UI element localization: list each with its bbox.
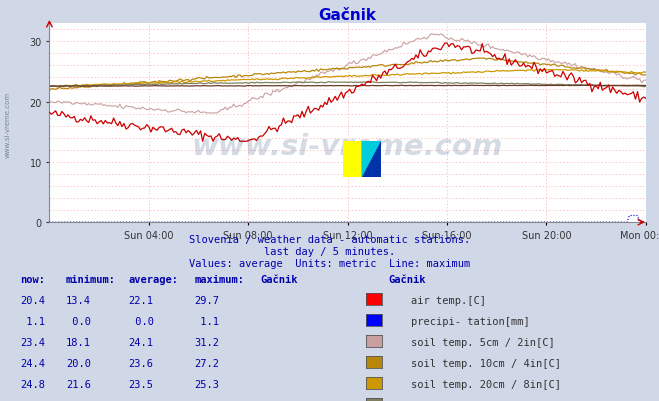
Text: 29.7: 29.7: [194, 296, 219, 306]
Text: soil temp. 5cm / 2in[C]: soil temp. 5cm / 2in[C]: [411, 337, 554, 347]
Text: 23.4: 23.4: [20, 337, 45, 347]
Text: 23.9: 23.9: [194, 400, 219, 401]
Text: soil temp. 20cm / 8in[C]: soil temp. 20cm / 8in[C]: [411, 379, 561, 389]
Text: average:: average:: [129, 275, 179, 285]
Text: 18.1: 18.1: [66, 337, 91, 347]
Text: 1.1: 1.1: [194, 316, 219, 326]
Title: Gačnik: Gačnik: [318, 8, 377, 23]
Text: 21.6: 21.6: [66, 379, 91, 389]
Text: now:: now:: [20, 275, 45, 285]
Text: 0.0: 0.0: [66, 316, 91, 326]
Text: 23.6: 23.6: [129, 358, 154, 368]
Text: 22.1: 22.1: [66, 400, 91, 401]
Text: air temp.[C]: air temp.[C]: [411, 296, 486, 306]
Text: 20.0: 20.0: [66, 358, 91, 368]
Text: 0.0: 0.0: [129, 316, 154, 326]
Text: 20.4: 20.4: [20, 296, 45, 306]
Text: Slovenia / weather data - automatic stations.: Slovenia / weather data - automatic stat…: [189, 235, 470, 245]
Text: 1.1: 1.1: [20, 316, 45, 326]
Text: minimum:: minimum:: [66, 275, 116, 285]
Text: www.si-vreme.com: www.si-vreme.com: [5, 91, 11, 157]
Text: 24.8: 24.8: [20, 379, 45, 389]
Text: 23.8: 23.8: [20, 400, 45, 401]
Text: 31.2: 31.2: [194, 337, 219, 347]
Text: Values: average  Units: metric  Line: maximum: Values: average Units: metric Line: maxi…: [189, 259, 470, 269]
Text: 22.1: 22.1: [129, 296, 154, 306]
Text: Gačnik: Gačnik: [260, 275, 298, 285]
Polygon shape: [362, 142, 381, 177]
Text: 13.4: 13.4: [66, 296, 91, 306]
Text: soil temp. 30cm / 12in[C]: soil temp. 30cm / 12in[C]: [411, 400, 567, 401]
Text: 27.2: 27.2: [194, 358, 219, 368]
Text: 25.3: 25.3: [194, 379, 219, 389]
Text: 24.4: 24.4: [20, 358, 45, 368]
Text: last day / 5 minutes.: last day / 5 minutes.: [264, 247, 395, 257]
Text: 23.5: 23.5: [129, 379, 154, 389]
Text: Gačnik: Gačnik: [389, 275, 426, 285]
Text: 22.9: 22.9: [129, 400, 154, 401]
Bar: [343, 142, 362, 177]
Text: precipi- tation[mm]: precipi- tation[mm]: [411, 316, 529, 326]
Text: www.si-vreme.com: www.si-vreme.com: [192, 133, 503, 161]
Text: 24.1: 24.1: [129, 337, 154, 347]
Polygon shape: [362, 142, 381, 177]
Text: maximum:: maximum:: [194, 275, 244, 285]
Text: soil temp. 10cm / 4in[C]: soil temp. 10cm / 4in[C]: [411, 358, 561, 368]
